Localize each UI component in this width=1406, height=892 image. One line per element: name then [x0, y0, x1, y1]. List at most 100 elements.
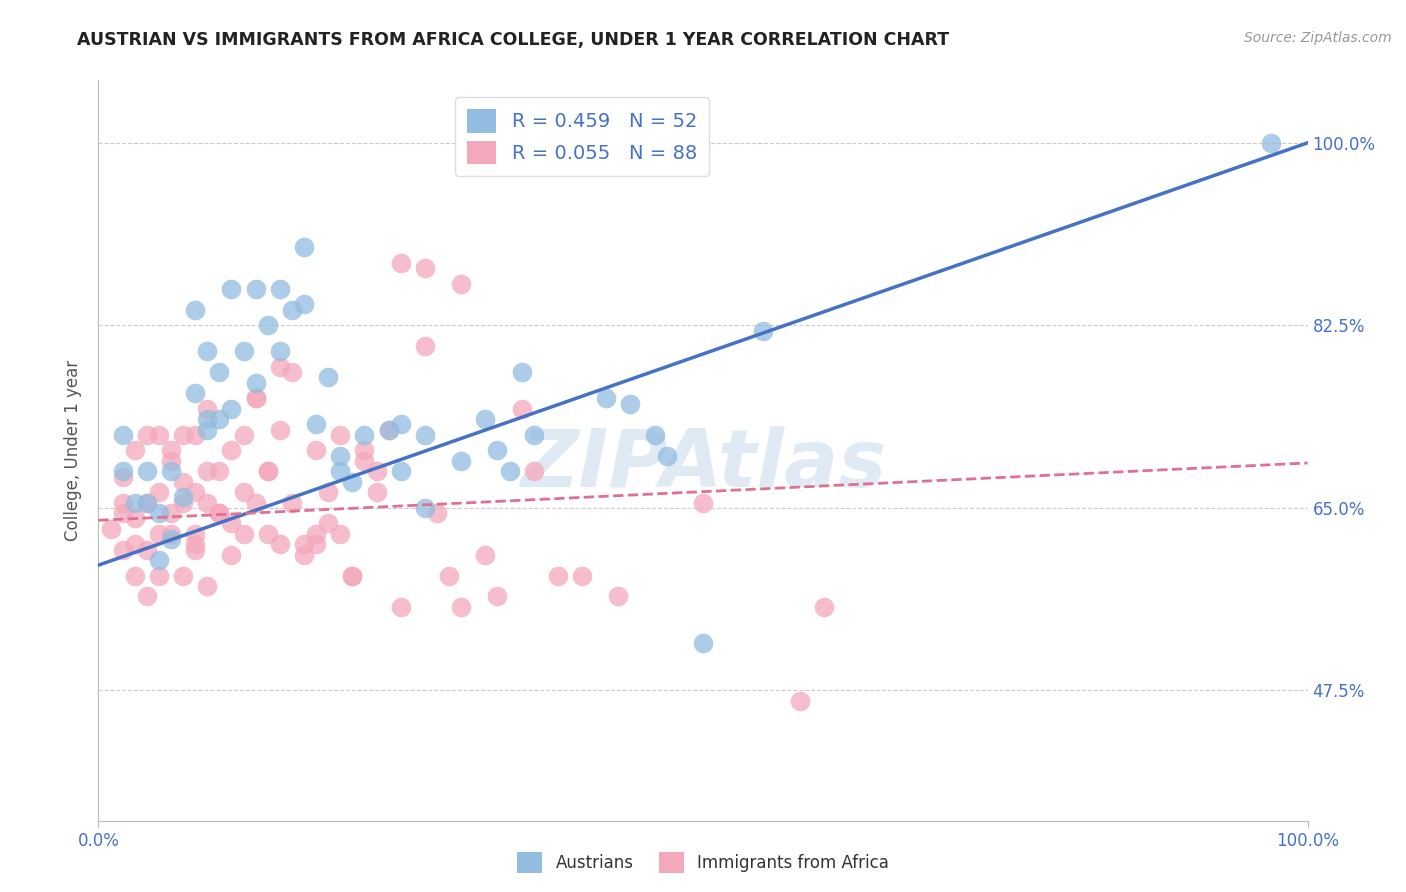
Point	[366, 464, 388, 478]
Point	[160, 506, 183, 520]
Point	[135, 590, 157, 604]
Point	[184, 427, 207, 442]
Point	[366, 485, 388, 500]
Point	[135, 427, 157, 442]
Point	[316, 370, 339, 384]
Text: Source: ZipAtlas.com: Source: ZipAtlas.com	[1244, 31, 1392, 45]
Point	[195, 464, 218, 478]
Point	[571, 568, 593, 582]
Point	[510, 401, 533, 416]
Point	[232, 485, 254, 500]
Point	[269, 344, 291, 359]
Point	[208, 365, 231, 379]
Point	[160, 464, 183, 478]
Y-axis label: College, Under 1 year: College, Under 1 year	[65, 359, 83, 541]
Point	[305, 417, 328, 432]
Point	[195, 423, 218, 437]
Point	[100, 522, 122, 536]
Point	[232, 427, 254, 442]
Point	[619, 396, 641, 410]
Point	[148, 427, 170, 442]
Point	[135, 464, 157, 478]
Point	[184, 386, 207, 401]
Point	[486, 590, 509, 604]
Point	[160, 532, 183, 546]
Point	[256, 464, 278, 478]
Point	[160, 454, 183, 468]
Point	[172, 491, 194, 505]
Point	[221, 548, 243, 562]
Point	[135, 542, 157, 557]
Point	[305, 537, 328, 551]
Point	[111, 469, 134, 483]
Point	[195, 401, 218, 416]
Point	[221, 282, 243, 296]
Point	[111, 427, 134, 442]
Point	[111, 506, 134, 520]
Legend: Austrians, Immigrants from Africa: Austrians, Immigrants from Africa	[510, 846, 896, 880]
Point	[256, 318, 278, 333]
Point	[1260, 136, 1282, 150]
Point	[329, 527, 352, 541]
Point	[305, 443, 328, 458]
Point	[148, 506, 170, 520]
Point	[316, 485, 339, 500]
Point	[111, 542, 134, 557]
Point	[269, 359, 291, 374]
Point	[208, 506, 231, 520]
Point	[232, 527, 254, 541]
Point	[245, 376, 267, 390]
Point	[547, 568, 569, 582]
Point	[498, 464, 520, 478]
Point	[195, 344, 218, 359]
Point	[607, 590, 630, 604]
Point	[595, 392, 617, 406]
Point	[789, 694, 811, 708]
Point	[329, 449, 352, 463]
Point	[752, 324, 775, 338]
Point	[523, 464, 546, 478]
Point	[172, 427, 194, 442]
Point	[474, 412, 496, 426]
Point	[377, 423, 399, 437]
Point	[523, 427, 546, 442]
Point	[353, 427, 375, 442]
Point	[172, 495, 194, 509]
Point	[644, 427, 666, 442]
Point	[389, 256, 412, 270]
Point	[389, 599, 412, 614]
Point	[245, 392, 267, 406]
Point	[474, 548, 496, 562]
Point	[148, 568, 170, 582]
Point	[184, 527, 207, 541]
Point	[135, 495, 157, 509]
Point	[437, 568, 460, 582]
Point	[269, 537, 291, 551]
Point	[292, 537, 315, 551]
Point	[124, 537, 146, 551]
Point	[172, 475, 194, 489]
Point	[208, 464, 231, 478]
Point	[342, 568, 364, 582]
Point	[329, 464, 352, 478]
Point	[353, 454, 375, 468]
Point	[208, 506, 231, 520]
Point	[292, 297, 315, 311]
Point	[124, 443, 146, 458]
Point	[450, 599, 472, 614]
Point	[245, 282, 267, 296]
Point	[195, 579, 218, 593]
Point	[389, 464, 412, 478]
Point	[148, 527, 170, 541]
Point	[316, 516, 339, 531]
Point	[342, 568, 364, 582]
Point	[124, 511, 146, 525]
Point	[510, 365, 533, 379]
Point	[813, 599, 835, 614]
Point	[221, 516, 243, 531]
Point	[124, 495, 146, 509]
Point	[377, 423, 399, 437]
Point	[184, 537, 207, 551]
Point	[413, 427, 436, 442]
Point	[305, 527, 328, 541]
